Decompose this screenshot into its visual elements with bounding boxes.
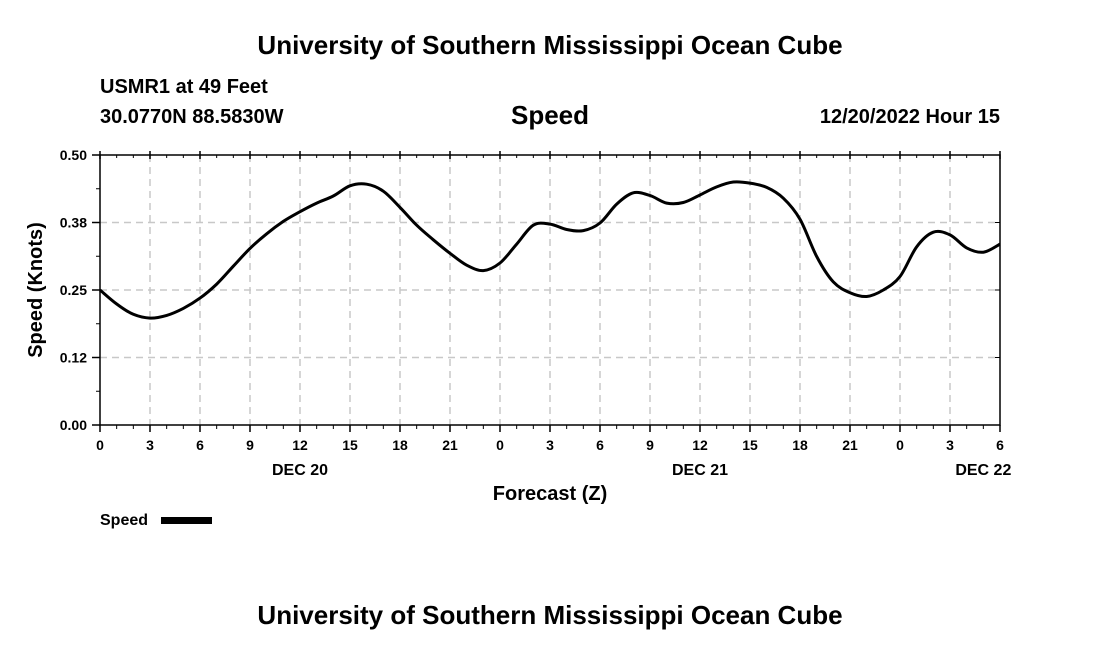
x-tick-label: 21 (442, 437, 458, 453)
station-label: USMR1 at 49 Feet (100, 76, 268, 98)
date-label: DEC 20 (272, 462, 328, 479)
x-tick-label: 12 (692, 437, 708, 453)
y-tick-label: 0.25 (60, 282, 87, 298)
y-axis-ticks: 0.00 0.12 0.25 0.38 0.50 (60, 147, 1000, 433)
page-title: University of Southern Mississippi Ocean… (257, 30, 843, 60)
chart-grid (100, 155, 1000, 425)
x-tick-label: 3 (146, 437, 154, 453)
speed-series-line (99, 180, 1001, 320)
x-tick-label: 3 (546, 437, 554, 453)
x-tick-label: 15 (342, 437, 358, 453)
y-tick-label: 0.12 (60, 350, 87, 366)
x-tick-label: 3 (946, 437, 954, 453)
date-labels: DEC 20 DEC 21 DEC 22 (272, 462, 1011, 479)
legend-swatch (161, 517, 212, 524)
legend-label: Speed (100, 512, 148, 529)
x-axis-label: Forecast (Z) (493, 483, 607, 505)
x-tick-label: 6 (996, 437, 1004, 453)
forecast-datetime: 12/20/2022 Hour 15 (819, 106, 1000, 128)
date-label: DEC 22 (955, 462, 1011, 479)
x-tick-label: 18 (792, 437, 808, 453)
x-tick-label: 6 (596, 437, 604, 453)
x-tick-label: 9 (646, 437, 654, 453)
x-tick-label: 18 (392, 437, 408, 453)
footer-title: University of Southern Mississippi Ocean… (257, 600, 843, 630)
y-axis-label: Speed (Knots) (25, 222, 47, 358)
x-tick-label: 9 (246, 437, 254, 453)
x-tick-label: 21 (842, 437, 858, 453)
x-tick-label: 12 (292, 437, 308, 453)
station-coordinates: 30.0770N 88.5830W (100, 106, 284, 128)
x-tick-label: 15 (742, 437, 758, 453)
y-tick-label: 0.38 (60, 215, 87, 231)
x-tick-label: 0 (96, 437, 104, 453)
chart-title: Speed (510, 100, 590, 130)
y-tick-label: 0.50 (60, 147, 87, 163)
x-tick-label: 6 (196, 437, 204, 453)
x-tick-label: 0 (496, 437, 504, 453)
x-tick-label: 0 (896, 437, 904, 453)
date-label: DEC 21 (672, 462, 728, 479)
y-tick-label: 0.00 (60, 417, 87, 433)
